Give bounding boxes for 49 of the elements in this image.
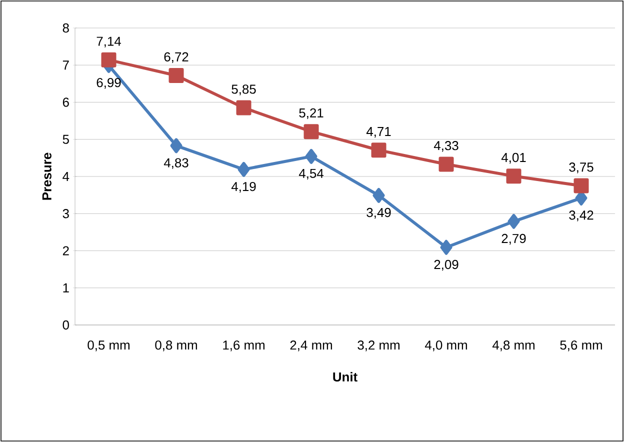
data-label: 5,85: [232, 84, 256, 96]
data-label: 6,72: [164, 52, 188, 63]
x-tick-label: 0,5 mm: [88, 340, 130, 352]
x-tick-label: 0,8 mm: [155, 340, 197, 352]
data-label: 3,49: [366, 208, 391, 219]
data-label: 4,71: [366, 127, 391, 138]
point: [371, 142, 386, 158]
data-label: 2,79: [502, 234, 526, 245]
data-label: 4,19: [231, 182, 256, 193]
point: [508, 214, 520, 229]
y-tick-label: 3: [62, 209, 69, 218]
point: [101, 52, 116, 68]
y-axis-title: Presure: [42, 152, 52, 200]
y-tick-label: 4: [62, 172, 70, 181]
x-tick-label: 4,0 mm: [424, 340, 467, 352]
y-tick-label: 0: [62, 320, 69, 330]
y-tick-label: 6: [62, 98, 69, 107]
data-label: 4,01: [501, 152, 526, 164]
data-label: 4,54: [298, 168, 324, 180]
data-label: 2,09: [434, 260, 458, 271]
y-tick-label: 2: [62, 246, 69, 256]
x-tick-label: 3,2 mm: [358, 340, 400, 352]
data-label: 3,75: [569, 162, 594, 174]
y-tick-label: 5: [62, 134, 69, 144]
data-label: 4,83: [164, 158, 188, 169]
x-axis-title: Unit: [333, 372, 358, 382]
x-tick-label: 5,6 mm: [560, 340, 602, 352]
data-label: 6,99: [96, 78, 121, 89]
x-tick-label: 4,8 mm: [492, 340, 534, 352]
x-tick-label: 2,4 mm: [290, 340, 332, 352]
y-tick-label: 7: [62, 60, 69, 70]
point: [170, 138, 182, 154]
point: [574, 178, 589, 194]
point: [168, 68, 184, 84]
y-tick-label: 8: [62, 23, 69, 33]
data-label: 7,14: [96, 36, 121, 48]
data-label: 5,21: [299, 108, 324, 120]
data-label: 4,33: [434, 141, 458, 152]
data-label: 3,42: [569, 210, 594, 222]
y-tick-label: 1: [63, 283, 69, 292]
point: [372, 188, 385, 203]
x-tick-label: 1,6 mm: [223, 340, 264, 352]
point: [305, 148, 318, 164]
point: [238, 162, 250, 177]
point: [236, 100, 252, 116]
point: [506, 168, 522, 184]
point: [440, 240, 452, 255]
point: [438, 156, 454, 172]
point: [304, 124, 319, 140]
